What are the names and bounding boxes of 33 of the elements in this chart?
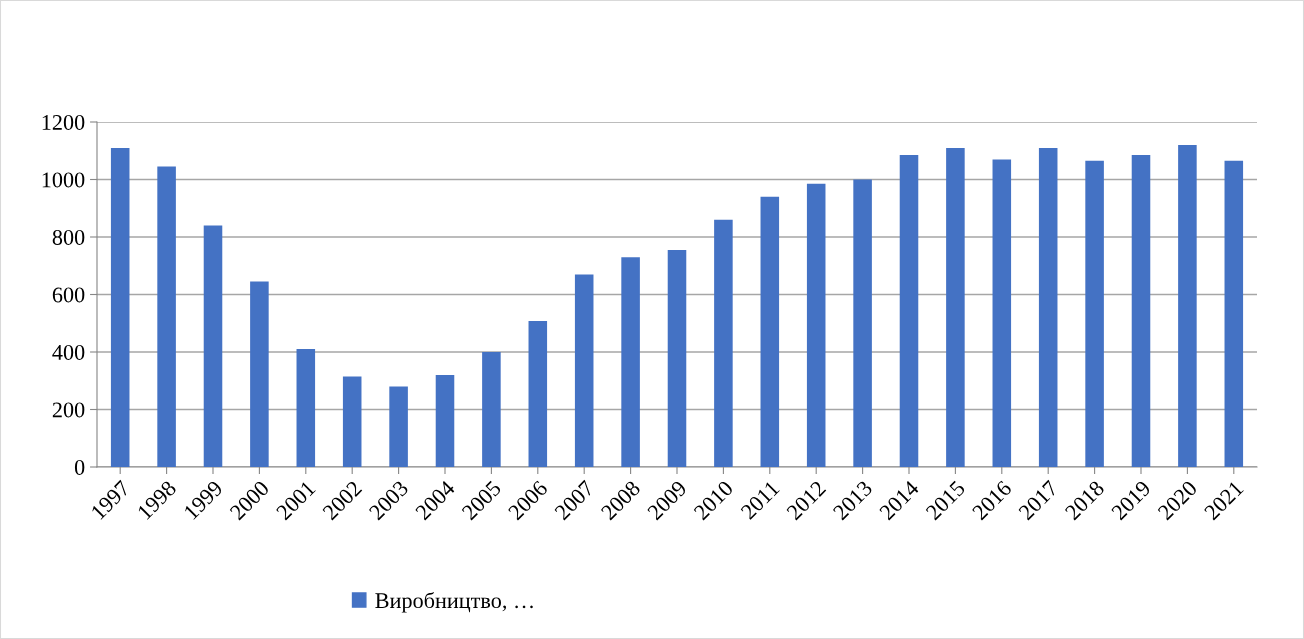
bar xyxy=(482,352,501,467)
bar xyxy=(342,376,362,467)
y-tick-label: 200 xyxy=(52,402,85,418)
bar xyxy=(389,386,408,467)
y-tick-label: 600 xyxy=(52,287,85,303)
bar xyxy=(110,147,130,467)
bar xyxy=(296,349,316,467)
bar xyxy=(853,179,872,467)
bar xyxy=(1178,145,1197,467)
bar xyxy=(435,375,455,467)
bar xyxy=(157,166,176,467)
y-tick-label: 1200 xyxy=(42,114,85,130)
bar xyxy=(528,320,548,467)
bar xyxy=(760,196,780,467)
bar xyxy=(250,281,269,467)
bar xyxy=(1131,155,1151,467)
bar xyxy=(1038,147,1058,467)
y-tick-label: 0 xyxy=(74,459,85,475)
bar xyxy=(574,274,594,467)
y-tick-label: 400 xyxy=(52,344,85,360)
y-tick-label: 1000 xyxy=(42,172,85,188)
bar xyxy=(203,225,223,467)
bar xyxy=(714,219,733,467)
legend-label: Виробництво, … xyxy=(375,591,533,613)
bar xyxy=(1085,160,1104,467)
bar xyxy=(899,155,919,467)
bar xyxy=(667,249,687,467)
bar xyxy=(806,183,826,467)
bar xyxy=(621,257,640,467)
bar xyxy=(946,147,965,467)
bar xyxy=(1224,160,1244,467)
y-tick-label: 800 xyxy=(52,229,85,245)
bar xyxy=(992,159,1012,467)
